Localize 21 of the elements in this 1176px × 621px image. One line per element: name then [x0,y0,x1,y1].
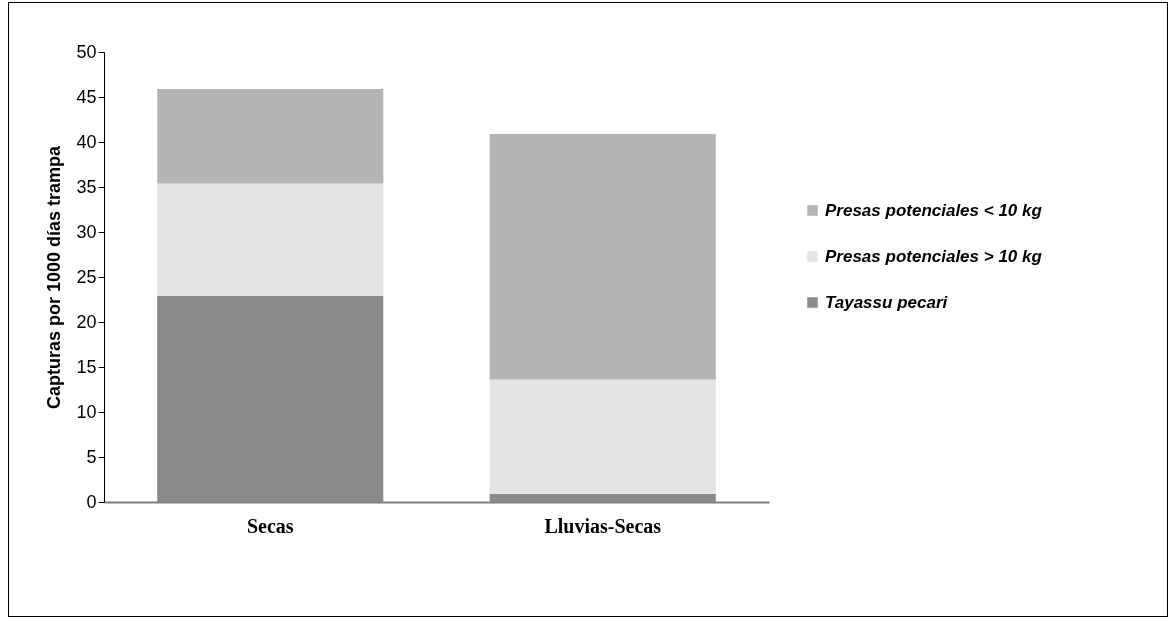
y-tick-label: 30 [76,221,97,242]
bar [157,88,384,184]
bar [489,133,716,380]
y-tick-label: 40 [76,131,97,152]
y-tick-label: 5 [86,446,97,467]
legend-label: Presas potenciales > 10 kg [825,246,1043,266]
legend-label: Tayassu pecari [825,292,949,312]
x-tick-label: Secas [246,514,294,537]
legend-label: Presas potenciales < 10 kg [825,200,1043,220]
y-tick-label: 35 [76,176,97,197]
bar [489,379,716,494]
y-tick-label: 50 [76,41,97,62]
bar [157,183,384,296]
y-tick-label: 25 [76,266,97,287]
y-tick-label: 15 [76,356,97,377]
y-tick-label: 0 [86,491,97,512]
x-tick-label: Lluvias-Secas [544,514,662,537]
y-tick-label: 45 [76,86,97,107]
y-axis-title: Capturas por 1000 días trampa [44,144,65,410]
y-tick-label: 10 [76,401,97,422]
y-tick-label: 20 [76,311,97,332]
